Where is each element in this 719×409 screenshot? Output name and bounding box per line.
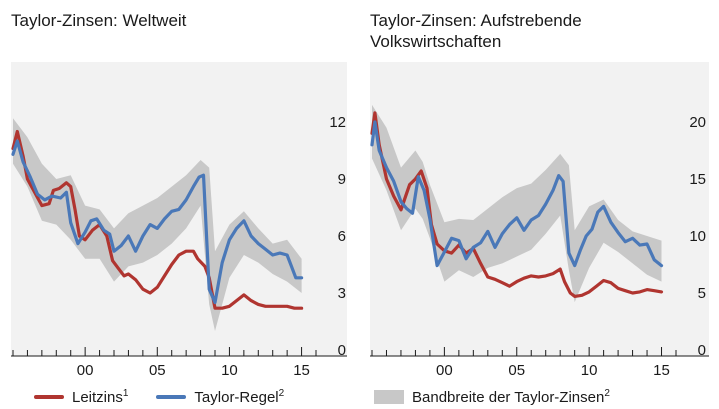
legend-item-policy: Leitzins1 [34, 387, 129, 406]
y-tick-label: 0 [698, 342, 706, 359]
chart-title-right-line-2: Volkswirtschaften [370, 32, 502, 51]
taylor-rule-line [11, 139, 304, 305]
legend-label-band: Bandbreite der Taylor-Zinsen2 [412, 387, 610, 406]
y-tick-label: 20 [689, 114, 706, 131]
x-tick-label: 10 [581, 362, 598, 379]
x-tick-label: 00 [77, 362, 94, 379]
y-tick-label: 12 [329, 114, 346, 131]
x-tick-label: 05 [508, 362, 525, 379]
x-tick-label: 05 [149, 362, 166, 379]
x-tick-label: 10 [221, 362, 238, 379]
y-tick-label: 5 [698, 285, 706, 302]
legend-swatch-band [374, 390, 404, 404]
y-tick-label: 3 [338, 285, 346, 302]
legend-swatch-policy [34, 395, 64, 399]
chart-title-left: Taylor-Zinsen: Weltweit [11, 11, 187, 30]
y-tick-label: 6 [338, 228, 346, 245]
y-tick-label: 0 [338, 342, 346, 359]
legend-item-band: Bandbreite der Taylor-Zinsen2 [374, 387, 610, 406]
taylor-range-band [13, 118, 302, 331]
y-tick-label: 15 [689, 171, 706, 188]
x-tick-label: 15 [653, 362, 670, 379]
legend-label-taylor: Taylor-Regel2 [194, 387, 285, 406]
legend-item-taylor: Taylor-Regel2 [156, 387, 285, 406]
x-tick-label: 00 [436, 362, 453, 379]
chart-title-right-line-1: Taylor-Zinsen: Aufstrebende [370, 11, 582, 30]
x-tick-label: 15 [293, 362, 310, 379]
policy-rate-line [11, 129, 304, 310]
legend-left: Leitzins1 Taylor-Regel2 [34, 386, 284, 408]
legend-label-policy: Leitzins1 [72, 387, 129, 406]
chart-title-right: Taylor-Zinsen: Aufstrebende Volkswirtsch… [370, 10, 582, 52]
legend-swatch-taylor [156, 395, 187, 399]
taylor-rule-line [370, 120, 664, 268]
y-tick-label: 9 [338, 171, 346, 188]
legend-right: Bandbreite der Taylor-Zinsen2 [374, 386, 610, 408]
policy-rate-line [370, 111, 664, 298]
y-tick-label: 10 [689, 228, 706, 245]
